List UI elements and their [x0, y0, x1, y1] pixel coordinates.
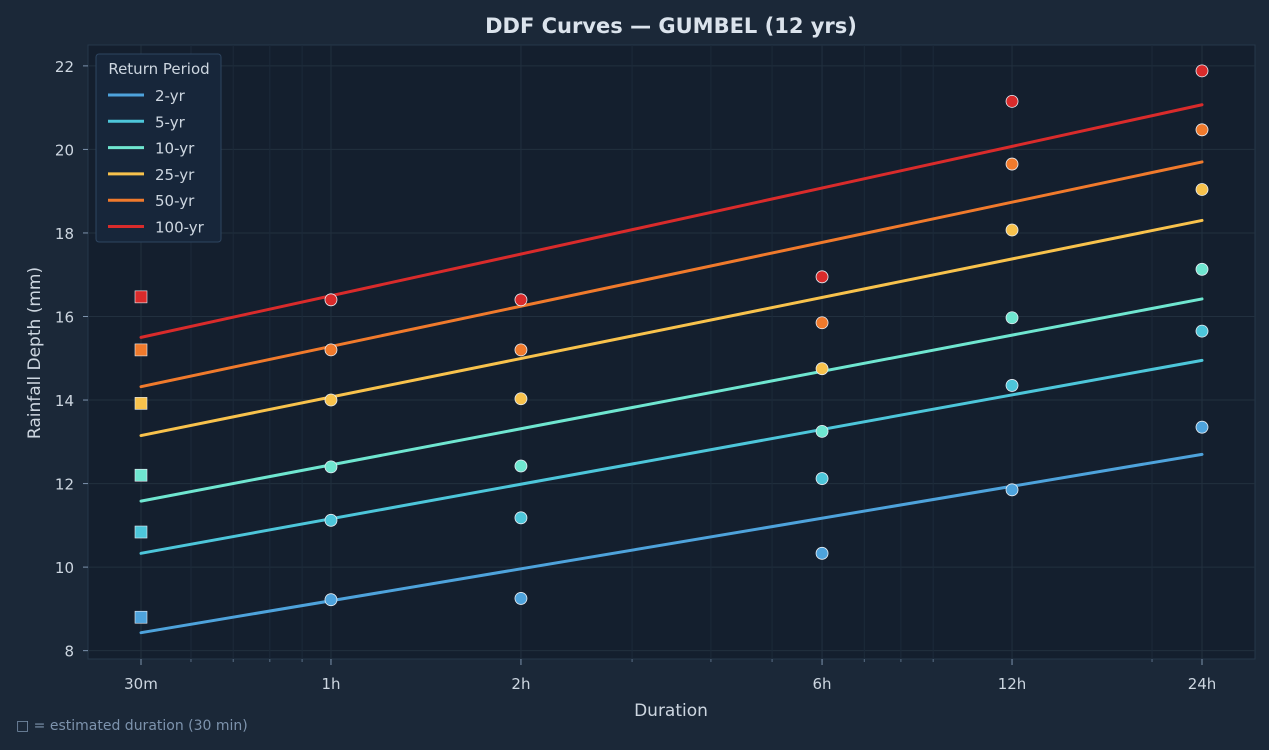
data-point-10-yr: [815, 424, 829, 438]
estimated-point-100-yr: [134, 290, 148, 304]
data-point-25-yr: [1195, 183, 1209, 196]
data-point-5-yr: [514, 511, 528, 525]
legend-box: [95, 53, 222, 243]
data-point-100-yr: [324, 293, 338, 307]
data-point-10-yr: [514, 459, 528, 473]
x-tick-label: 1h: [321, 675, 340, 693]
data-point-5-yr: [1005, 379, 1019, 392]
legend-label-2-yr: 2-yr: [155, 87, 186, 105]
y-tick-label: 8: [64, 643, 74, 661]
estimated-point-50-yr: [134, 343, 148, 357]
data-point-2-yr: [514, 592, 528, 605]
data-point-10-yr: [1005, 311, 1019, 325]
plot-area: [87, 44, 1256, 660]
data-point-25-yr: [1005, 223, 1019, 237]
legend-label-100-yr: 100-yr: [155, 219, 205, 237]
chart-title: DDF Curves — GUMBEL (12 yrs): [485, 14, 857, 38]
estimated-point-25-yr: [134, 397, 148, 410]
data-point-100-yr: [1005, 94, 1019, 108]
data-point-100-yr: [1195, 64, 1209, 78]
legend-title: Return Period: [108, 60, 209, 78]
data-point-10-yr: [1195, 262, 1209, 276]
fit-line-100-yr: [139, 103, 1204, 339]
data-point-2-yr: [324, 593, 338, 607]
x-axis-label: Duration: [634, 701, 708, 721]
legend-label-50-yr: 50-yr: [155, 192, 195, 210]
y-tick-label: 22: [55, 58, 74, 76]
x-tick-label: 24h: [1188, 675, 1217, 693]
data-point-25-yr: [514, 392, 528, 406]
series-50-yr: [134, 123, 1209, 389]
estimated-point-5-yr: [134, 525, 148, 539]
legend: Return Period 2-yr 5-yr 10-yr 25-yr 50-yr 100…: [95, 53, 222, 243]
data-point-50-yr: [1195, 123, 1209, 137]
y-tick-label: 12: [55, 476, 74, 494]
data-point-2-yr: [1195, 420, 1209, 434]
data-point-25-yr: [815, 362, 829, 376]
data-point-5-yr: [324, 513, 338, 527]
y-axis-label: Rainfall Depth (mm): [25, 267, 45, 439]
fit-line-25-yr: [139, 218, 1204, 438]
series-5-yr: [134, 324, 1209, 555]
x-tick-label: 6h: [813, 675, 832, 693]
y-tick-label: 14: [55, 392, 74, 410]
legend-label-5-yr: 5-yr: [155, 113, 186, 131]
data-point-50-yr: [514, 343, 528, 357]
series-25-yr: [134, 183, 1209, 438]
x-tick-label: 12h: [998, 675, 1027, 693]
data-point-5-yr: [1195, 324, 1209, 338]
data-point-50-yr: [815, 316, 829, 330]
y-tick-label: 16: [55, 308, 74, 326]
fit-line-50-yr: [139, 160, 1204, 389]
estimated-point-10-yr: [134, 468, 148, 482]
x-tick-label: 2h: [511, 675, 530, 693]
y-tick-label: 18: [55, 225, 74, 243]
data-point-2-yr: [815, 546, 829, 560]
data-point-50-yr: [1005, 157, 1019, 171]
series-layer: [134, 64, 1209, 635]
estimated-point-2-yr: [134, 610, 148, 624]
y-tick-label: 20: [55, 141, 74, 159]
data-point-25-yr: [324, 393, 338, 407]
series-100-yr: [134, 64, 1209, 339]
data-point-10-yr: [324, 460, 338, 474]
fit-line-10-yr: [139, 297, 1204, 503]
y-tick-label: 10: [55, 559, 74, 577]
data-point-100-yr: [815, 270, 829, 284]
data-point-5-yr: [815, 472, 829, 485]
data-point-50-yr: [324, 343, 338, 357]
footnote: □ = estimated duration (30 min): [16, 718, 248, 734]
data-point-2-yr: [1005, 483, 1019, 497]
data-point-100-yr: [514, 293, 528, 307]
legend-label-25-yr: 25-yr: [155, 166, 195, 184]
series-2-yr: [134, 420, 1209, 635]
x-tick-label: 30m: [124, 675, 158, 693]
fit-line-5-yr: [139, 358, 1204, 555]
legend-label-10-yr: 10-yr: [155, 140, 195, 158]
axes: 8 10 12 14 16 18 20 22 30m 1h 2h 6h 12h 24h: [55, 58, 1216, 693]
fit-line-2-yr: [139, 452, 1204, 635]
series-10-yr: [134, 262, 1209, 503]
